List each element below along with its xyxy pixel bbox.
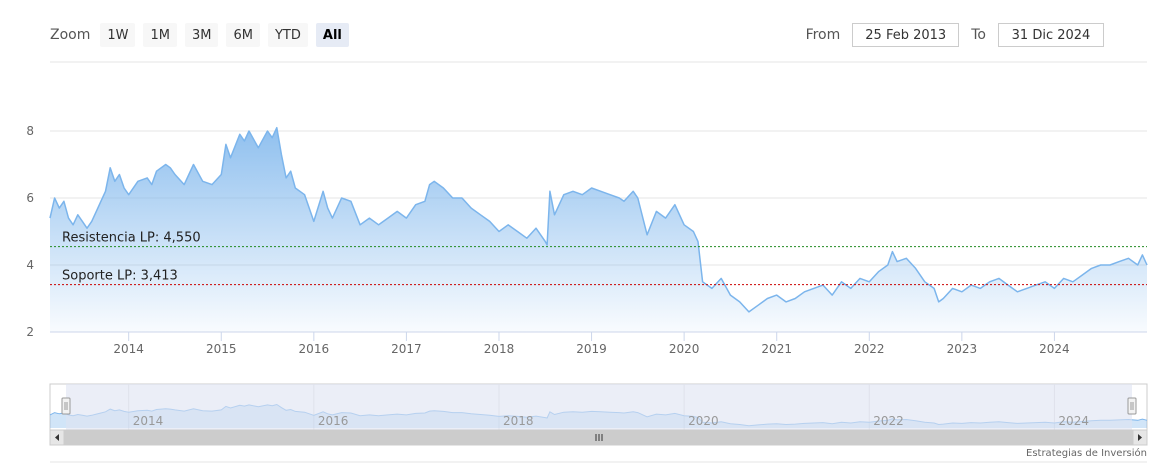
navigator-tick-label: 2014 — [133, 414, 164, 428]
zoom-button-1w[interactable]: 1W — [100, 23, 136, 47]
series-line — [49, 126, 1148, 313]
x-tick-label: 2020 — [669, 342, 700, 356]
x-tick-label: 2024 — [1039, 342, 1070, 356]
resistance-label: Resistencia LP: 4,550 — [62, 231, 201, 246]
zoom-button-all[interactable]: All — [315, 23, 349, 47]
zoom-button-1m[interactable]: 1M — [143, 23, 177, 47]
date-range-selector: From To — [794, 22, 1104, 48]
x-tick-label: 2014 — [113, 342, 144, 356]
x-tick-label: 2023 — [947, 342, 978, 356]
navigator-selected-range[interactable] — [66, 384, 1132, 430]
x-tick-label: 2021 — [761, 342, 792, 356]
navigator-tick-label: 2020 — [688, 414, 719, 428]
scrollbar-grip-icon — [595, 434, 603, 441]
x-tick-label: 2022 — [854, 342, 885, 356]
y-axis-ticks: 2 4 6 8 — [26, 124, 34, 339]
navigator-tick-label: 2024 — [1058, 414, 1089, 428]
y-tick-label: 4 — [26, 258, 34, 272]
credit-text: Estrategias de Inversión — [1026, 447, 1147, 459]
arrow-left-icon — [55, 434, 59, 441]
scrollbar-left-arrow[interactable] — [49, 429, 65, 446]
x-axis-ticks: 2014 2015 2016 2017 2018 2019 2020 2021 2022 2023… — [113, 332, 1070, 356]
y-tick-label: 8 — [26, 124, 34, 138]
navigator-tick-label: 2018 — [503, 414, 534, 428]
zoom-button-6m[interactable]: 6M — [226, 23, 260, 47]
scrollbar[interactable] — [49, 429, 1148, 446]
navigator-ticks: 2014 2016 2018 2020 2022 2024 — [133, 414, 1089, 428]
zoom-button-ytd[interactable]: YTD — [267, 23, 308, 47]
x-tick-label: 2017 — [391, 342, 422, 356]
y-tick-label: 6 — [26, 191, 34, 205]
reference-lines: Resistencia LP: 4,550 Soporte LP: 3,413 — [50, 231, 1147, 286]
scrollbar-right-arrow[interactable] — [1132, 429, 1148, 446]
navigator-tick-label: 2016 — [318, 414, 349, 428]
navigator-right-handle[interactable] — [1127, 397, 1137, 415]
series-area — [50, 127, 1147, 332]
y-tick-label: 2 — [26, 325, 34, 339]
navigator-tick-label: 2022 — [873, 414, 904, 428]
arrow-right-icon — [1138, 434, 1142, 441]
x-tick-label: 2016 — [299, 342, 330, 356]
x-tick-label: 2019 — [576, 342, 607, 356]
from-date-input[interactable] — [852, 23, 960, 47]
x-tick-label: 2018 — [484, 342, 515, 356]
x-tick-label: 2015 — [206, 342, 237, 356]
from-label: From — [805, 27, 841, 43]
zoom-button-3m[interactable]: 3M — [184, 23, 219, 47]
navigator[interactable]: 2014 2016 2018 2020 2022 2024 — [49, 383, 1148, 431]
support-label: Soporte LP: 3,413 — [62, 269, 178, 284]
zoom-toolbar: Zoom 1W 1M 3M 6M YTD All — [50, 22, 357, 48]
zoom-label: Zoom — [50, 27, 91, 43]
navigator-left-handle[interactable] — [61, 397, 71, 415]
series-layer — [49, 126, 1148, 332]
to-label: To — [971, 27, 986, 43]
to-date-input[interactable] — [998, 23, 1104, 47]
